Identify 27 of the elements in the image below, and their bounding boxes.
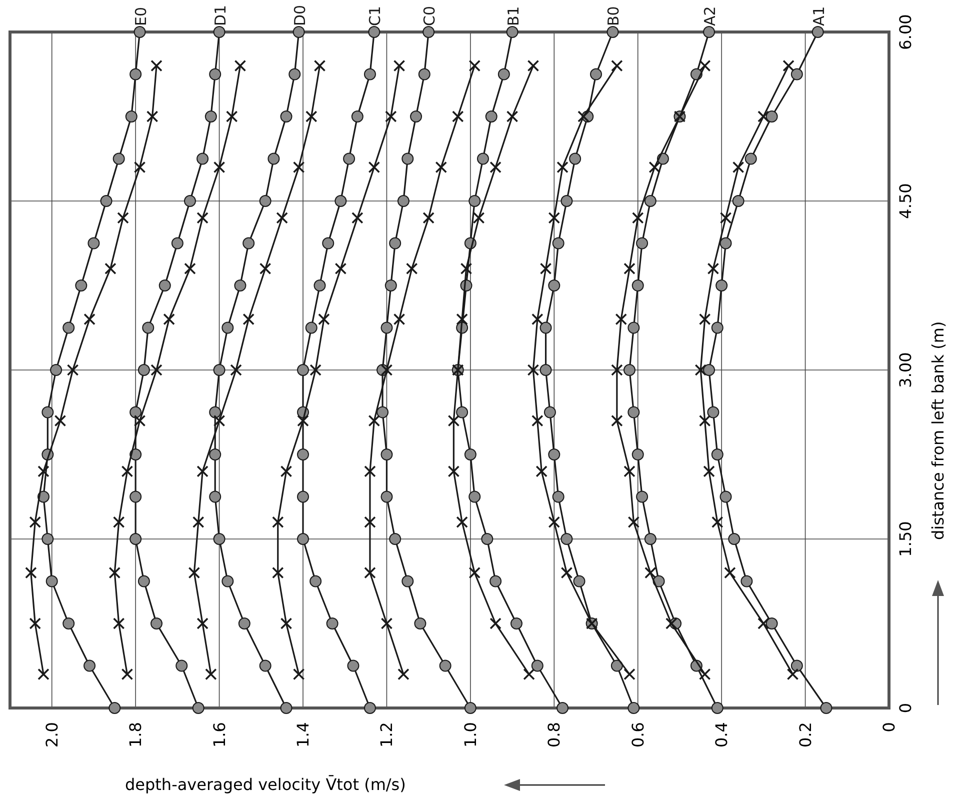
x-tick-label: 0.4 (712, 722, 732, 748)
text: C1 (366, 6, 384, 26)
x-tick-label: 1.0 (460, 722, 480, 748)
text: C0 (420, 6, 439, 26)
y-axis-title: distance from left bank (m) (928, 321, 948, 540)
y-tick-label: 6.00 (896, 14, 915, 50)
x-tick-label: 1.6 (210, 722, 229, 748)
text: E0 (132, 6, 150, 26)
text: A1 (810, 6, 828, 26)
x-tick-label: 0.2 (796, 722, 815, 748)
x-tick-label: 0 (880, 722, 898, 732)
text: D1 (211, 4, 230, 26)
x-tick-label: 1.4 (294, 722, 312, 748)
y-tick-label: 4.50 (896, 183, 915, 219)
text: D0 (290, 4, 309, 26)
x-tick-label: 0.6 (628, 722, 648, 748)
text: B1 (504, 6, 522, 26)
y-tick-label: 3.00 (896, 352, 915, 388)
y-tick-label: 0 (896, 702, 915, 714)
x-axis-title: depth-averaged velocity V̄tot (m/s) (125, 775, 406, 794)
x-tick-label: 0.8 (544, 722, 564, 748)
x-tick-label: 1.8 (126, 722, 146, 748)
x-tick-label: 1.2 (377, 722, 396, 748)
y-tick-label: 1.50 (896, 521, 915, 557)
text: A2 (701, 6, 720, 26)
x-tick-label: 2.0 (42, 722, 62, 748)
text: B0 (604, 6, 623, 26)
